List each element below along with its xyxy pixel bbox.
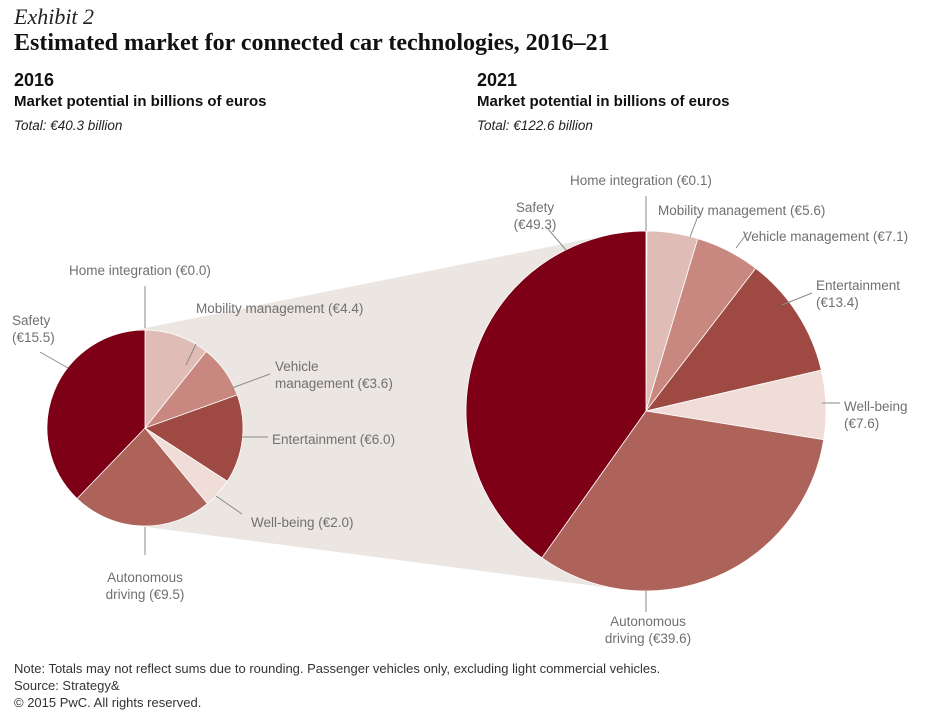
footer-source: Source: Strategy&	[14, 678, 120, 693]
panel-2016-total: Total: €40.3 billion	[14, 118, 123, 133]
pie-2021	[465, 230, 827, 592]
slice-label-entertainment: Entertainment (€6.0)	[272, 432, 396, 447]
slice-label-well-being: Well-being (€7.6)	[844, 399, 908, 431]
slice-label-safety: Safety (€49.3)	[513, 200, 557, 232]
leader-line	[735, 231, 749, 249]
slice-label-vehicle-management: Vehicle management (€7.1)	[743, 229, 909, 244]
pie-slice-autonomous-driving	[541, 410, 825, 592]
leader-line	[231, 373, 271, 389]
leader-line	[185, 343, 197, 366]
slice-label-home-integration: Home integration (€0.1)	[570, 173, 712, 188]
footer: Note: Totals may not reflect sums due to…	[14, 660, 660, 711]
pie-slice-entertainment	[144, 394, 244, 482]
slice-label-autonomous-driving: Autonomous driving (€9.5)	[105, 570, 185, 602]
leader-line	[781, 292, 813, 306]
slice-label-safety: Safety (€15.5)	[12, 313, 55, 345]
leader-line	[547, 228, 567, 251]
slice-label-mobility-management: Mobility management (€5.6)	[658, 203, 826, 218]
panel-2021-total: Total: €122.6 billion	[477, 118, 593, 133]
leader-line	[39, 351, 69, 369]
pie-slice-safety	[46, 329, 146, 500]
pie-slice-safety	[465, 230, 647, 559]
panel-2016-subtitle: Market potential in billions of euros	[14, 93, 267, 110]
slice-label-mobility-management: Mobility management (€4.4)	[196, 301, 364, 316]
exhibit-label: Exhibit 2	[14, 4, 95, 29]
panel-2021-subtitle: Market potential in billions of euros	[477, 93, 730, 110]
panel-2021-year: 2021	[477, 70, 518, 90]
leader-line	[215, 495, 243, 515]
pie-2016	[46, 329, 244, 527]
panel-2016-year: 2016	[14, 70, 55, 90]
slice-label-vehicle-management: Vehicle management (€3.6)	[275, 359, 393, 391]
slice-label-entertainment: Entertainment (€13.4)	[816, 278, 901, 310]
chart-title: Estimated market for connected car techn…	[14, 30, 610, 56]
slice-label-well-being: Well-being (€2.0)	[251, 515, 354, 530]
footer-note: Note: Totals may not reflect sums due to…	[14, 661, 661, 676]
slice-label-home-integration: Home integration (€0.0)	[69, 263, 211, 278]
leader-line	[689, 215, 699, 238]
pie-slice-entertainment	[645, 267, 822, 412]
pie-slice-autonomous-driving	[76, 427, 208, 527]
slice-label-autonomous-driving: Autonomous driving (€39.6)	[604, 614, 692, 646]
footer-copyright: © 2015 PwC. All rights reserved.	[14, 695, 202, 710]
